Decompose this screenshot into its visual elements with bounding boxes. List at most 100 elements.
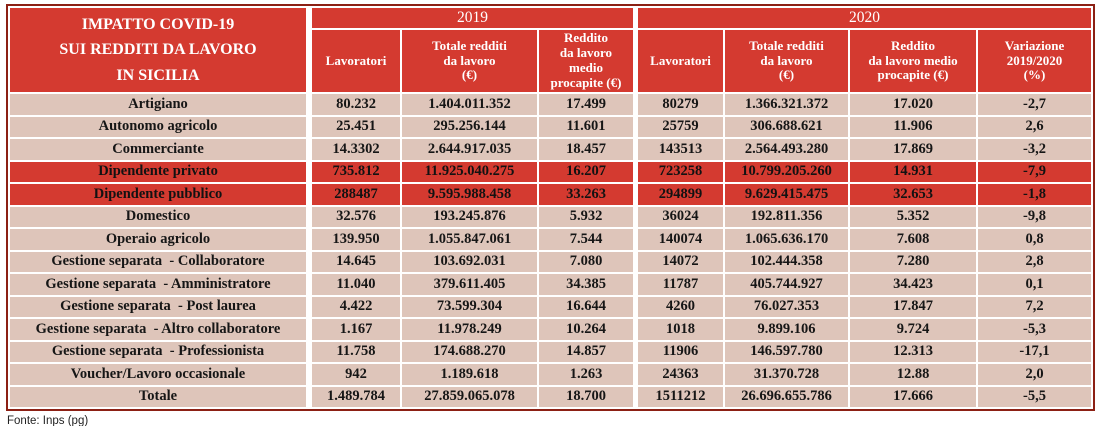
cell-reddito-medio-2020: 34.423	[850, 274, 976, 295]
cell-totale-redditi-2020: 31.370.728	[725, 364, 848, 385]
col-header-totale-redditi-2020: Totale redditi da lavoro (€)	[725, 30, 848, 92]
cell-totale-redditi-2020: 26.696.655.786	[725, 386, 848, 407]
cell-totale-redditi-2019: 379.611.405	[402, 274, 537, 295]
table-row: Gestione separata - Altro collaboratore …	[10, 319, 1091, 340]
row-label: Gestione separata - Amministratore	[10, 274, 306, 295]
table-row: Domestico 32.576 193.245.876 5.932 36024…	[10, 206, 1091, 227]
row-label: Voucher/Lavoro occasionale	[10, 364, 306, 385]
cell-totale-redditi-2020: 1.366.321.372	[725, 94, 848, 115]
table-body: Artigiano 80.232 1.404.011.352 17.499 80…	[10, 94, 1091, 407]
cell-variazione: -17,1	[978, 341, 1091, 362]
cell-totale-redditi-2019: 27.859.065.078	[402, 386, 537, 407]
cell-reddito-medio-2020: 12.313	[850, 341, 976, 362]
cell-variazione: 7,2	[978, 296, 1091, 317]
cell-totale-redditi-2020: 76.027.353	[725, 296, 848, 317]
cell-totale-redditi-2019: 193.245.876	[402, 206, 537, 227]
row-label: Domestico	[10, 206, 306, 227]
cell-reddito-medio-2019: 34.385	[539, 274, 633, 295]
cell-totale-redditi-2020: 9.629.415.475	[725, 184, 848, 205]
cell-totale-redditi-2019: 1.404.011.352	[402, 94, 537, 115]
table-row: Gestione separata - Amministratore 11.04…	[10, 274, 1091, 295]
cell-totale-redditi-2020: 9.899.106	[725, 319, 848, 340]
cell-reddito-medio-2020: 32.653	[850, 184, 976, 205]
col-header-lavoratori-2019: Lavoratori	[312, 30, 400, 92]
table-row: Artigiano 80.232 1.404.011.352 17.499 80…	[10, 94, 1091, 115]
cell-lavoratori-2020: 1018	[638, 319, 723, 340]
cell-reddito-medio-2019: 5.932	[539, 206, 633, 227]
cell-reddito-medio-2019: 11.601	[539, 116, 633, 137]
cell-variazione: -1,8	[978, 184, 1091, 205]
cell-lavoratori-2019: 1.167	[312, 319, 400, 340]
cell-lavoratori-2019: 11.758	[312, 341, 400, 362]
cell-totale-redditi-2020: 1.065.636.170	[725, 229, 848, 250]
cell-variazione: 0,8	[978, 229, 1091, 250]
cell-totale-redditi-2020: 306.688.621	[725, 116, 848, 137]
cell-lavoratori-2020: 11787	[638, 274, 723, 295]
row-label: Commerciante	[10, 139, 306, 160]
cell-lavoratori-2019: 11.040	[312, 274, 400, 295]
cell-reddito-medio-2019: 16.207	[539, 161, 633, 182]
table-row: Gestione separata - Collaboratore 14.645…	[10, 251, 1091, 272]
covid-income-table: IMPATTO COVID-19 SUI REDDITI DA LAVORO I…	[6, 4, 1095, 411]
row-label: Gestione separata - Altro collaboratore	[10, 319, 306, 340]
cell-lavoratori-2020: 294899	[638, 184, 723, 205]
cell-reddito-medio-2020: 14.931	[850, 161, 976, 182]
cell-reddito-medio-2019: 33.263	[539, 184, 633, 205]
cell-totale-redditi-2020: 146.597.780	[725, 341, 848, 362]
cell-totale-redditi-2020: 192.811.356	[725, 206, 848, 227]
cell-reddito-medio-2020: 17.020	[850, 94, 976, 115]
cell-reddito-medio-2019: 17.499	[539, 94, 633, 115]
col-header-totale-redditi-2019: Totale redditi da lavoro (€)	[402, 30, 537, 92]
cell-variazione: -7,9	[978, 161, 1091, 182]
row-label: Totale	[10, 386, 306, 407]
table-row: Voucher/Lavoro occasionale 942 1.189.618…	[10, 364, 1091, 385]
col-header-reddito-medio-2019: Reddito da lavoro medio procapite (€)	[539, 30, 633, 92]
table-row: Dipendente privato 735.812 11.925.040.27…	[10, 161, 1091, 182]
cell-lavoratori-2019: 80.232	[312, 94, 400, 115]
table-row: Gestione separata - Professionista 11.75…	[10, 341, 1091, 362]
row-label: Autonomo agricolo	[10, 116, 306, 137]
cell-lavoratori-2020: 140074	[638, 229, 723, 250]
row-label: Artigiano	[10, 94, 306, 115]
cell-reddito-medio-2019: 16.644	[539, 296, 633, 317]
cell-variazione: 0,1	[978, 274, 1091, 295]
cell-lavoratori-2020: 80279	[638, 94, 723, 115]
cell-variazione: 2,8	[978, 251, 1091, 272]
cell-reddito-medio-2019: 7.544	[539, 229, 633, 250]
cell-lavoratori-2019: 14.3302	[312, 139, 400, 160]
table-title: IMPATTO COVID-19 SUI REDDITI DA LAVORO I…	[10, 8, 306, 92]
col-header-lavoratori-2020: Lavoratori	[638, 30, 723, 92]
cell-variazione: -9,8	[978, 206, 1091, 227]
table-row: Operaio agricolo 139.950 1.055.847.061 7…	[10, 229, 1091, 250]
cell-lavoratori-2019: 1.489.784	[312, 386, 400, 407]
table-row: Totale 1.489.784 27.859.065.078 18.700 1…	[10, 386, 1091, 407]
cell-lavoratori-2020: 143513	[638, 139, 723, 160]
cell-lavoratori-2019: 32.576	[312, 206, 400, 227]
cell-reddito-medio-2020: 11.906	[850, 116, 976, 137]
cell-lavoratori-2020: 4260	[638, 296, 723, 317]
cell-variazione: -3,2	[978, 139, 1091, 160]
cell-lavoratori-2020: 25759	[638, 116, 723, 137]
cell-lavoratori-2019: 25.451	[312, 116, 400, 137]
cell-totale-redditi-2020: 2.564.493.280	[725, 139, 848, 160]
cell-reddito-medio-2019: 10.264	[539, 319, 633, 340]
year-2020-header: 2020	[638, 8, 1091, 28]
cell-lavoratori-2020: 36024	[638, 206, 723, 227]
cell-totale-redditi-2019: 9.595.988.458	[402, 184, 537, 205]
cell-variazione: 2,6	[978, 116, 1091, 137]
cell-reddito-medio-2019: 7.080	[539, 251, 633, 272]
cell-totale-redditi-2019: 174.688.270	[402, 341, 537, 362]
cell-lavoratori-2019: 735.812	[312, 161, 400, 182]
cell-lavoratori-2020: 1511212	[638, 386, 723, 407]
cell-lavoratori-2020: 24363	[638, 364, 723, 385]
table-header: IMPATTO COVID-19 SUI REDDITI DA LAVORO I…	[10, 8, 1091, 92]
cell-lavoratori-2020: 11906	[638, 341, 723, 362]
cell-variazione: 2,0	[978, 364, 1091, 385]
cell-lavoratori-2019: 942	[312, 364, 400, 385]
cell-lavoratori-2020: 14072	[638, 251, 723, 272]
cell-reddito-medio-2020: 17.666	[850, 386, 976, 407]
table-row: Dipendente pubblico 288487 9.595.988.458…	[10, 184, 1091, 205]
cell-totale-redditi-2019: 1.055.847.061	[402, 229, 537, 250]
cell-lavoratori-2019: 139.950	[312, 229, 400, 250]
